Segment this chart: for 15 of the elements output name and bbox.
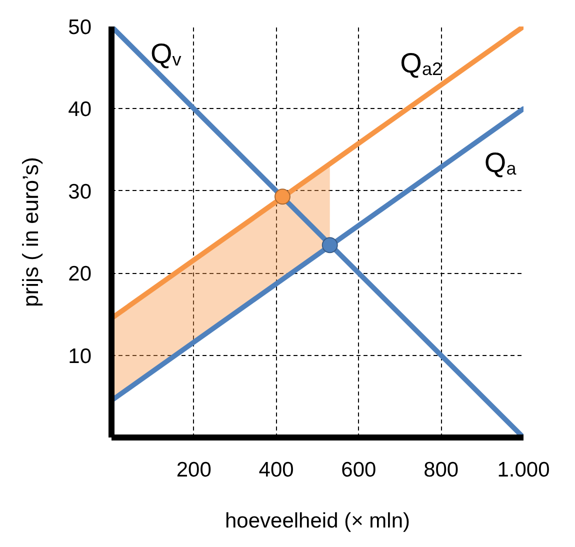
y-tick-label: 20 — [68, 262, 92, 286]
series-label: Qa — [484, 146, 518, 178]
x-tick-label: 800 — [424, 458, 459, 482]
x-axis-title: hoeveelheid (× mln) — [224, 510, 410, 532]
series-label: Qa2 — [400, 47, 442, 79]
y-axis-title: prijs ( in euro’s) — [18, 157, 44, 307]
y-tick-label: 30 — [68, 180, 92, 204]
x-tick-label: 400 — [258, 458, 294, 482]
y-tick-label: 50 — [68, 16, 92, 39]
x-tick-label: 600 — [341, 458, 376, 482]
y-tick-label: 10 — [68, 344, 92, 368]
x-tick-label: 200 — [176, 458, 212, 482]
x-tick-label: 1.000 — [497, 458, 550, 482]
y-tick-label: 40 — [68, 98, 92, 122]
series-label: Qv — [150, 38, 182, 70]
